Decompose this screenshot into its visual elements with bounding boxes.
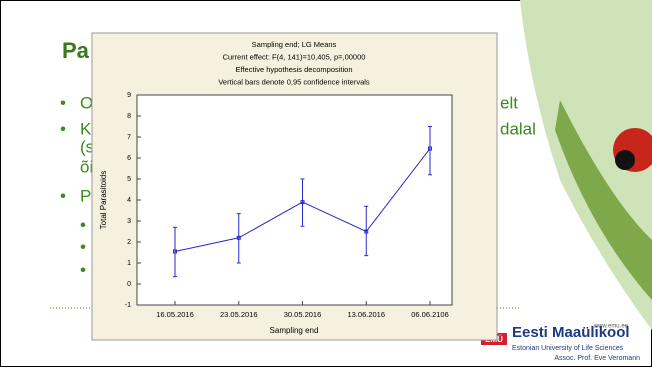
x-tick-label: 16.05.2016 bbox=[156, 310, 194, 319]
y-tick-label: 7 bbox=[127, 134, 131, 141]
chart-title: Current effect: F(4, 141)=10,405, p=,000… bbox=[223, 52, 366, 61]
university: Eesti Maaülikool bbox=[512, 324, 630, 341]
y-tick-label: 6 bbox=[127, 155, 131, 162]
y-tick-label: -1 bbox=[125, 302, 131, 309]
sub-bullet-dot: • bbox=[80, 215, 86, 234]
y-tick-label: 9 bbox=[127, 92, 131, 99]
x-tick-label: 23.05.2016 bbox=[220, 310, 258, 319]
bullet-dot: • bbox=[60, 93, 66, 112]
bullet-fragment: elt bbox=[500, 93, 518, 112]
bullet-dot: • bbox=[60, 119, 66, 138]
author: Assoc. Prof. Eve Veromann bbox=[554, 355, 640, 362]
y-tick-label: 4 bbox=[127, 197, 131, 204]
plot-area bbox=[137, 95, 452, 305]
page: {"slide": {"title": "Pa", "bullets": ["O… bbox=[0, 0, 652, 367]
chart-title: Sampling end; LG Means bbox=[252, 40, 337, 49]
y-axis-label: Total Parasitoids bbox=[99, 171, 108, 230]
sub-bullet-dot: • bbox=[80, 260, 86, 279]
y-tick-label: 1 bbox=[127, 260, 131, 267]
y-tick-label: 3 bbox=[127, 218, 131, 225]
x-tick-label: 06.06.2106 bbox=[411, 310, 449, 319]
ladybug-head bbox=[615, 150, 635, 170]
chart-title: Vertical bars denote 0,95 confidence int… bbox=[218, 77, 370, 86]
y-tick-label: 0 bbox=[127, 281, 131, 288]
x-tick-label: 13.06.2016 bbox=[347, 310, 385, 319]
slide-title: Pa bbox=[62, 38, 90, 63]
university-en: Estonian University of Life Sciences bbox=[512, 345, 624, 352]
bullet-dot: • bbox=[60, 186, 66, 205]
x-tick-label: 30.05.2016 bbox=[284, 310, 322, 319]
chart-title: Effective hypothesis decomposition bbox=[235, 65, 352, 74]
sub-bullet-dot: • bbox=[80, 237, 86, 256]
slide: Pa • Ol • Kö (s õit • Pö • • • elt dalal… bbox=[0, 0, 652, 367]
bullet-fragment: dalal bbox=[500, 119, 536, 138]
x-axis-label: Sampling end bbox=[270, 326, 319, 335]
y-tick-label: 8 bbox=[127, 113, 131, 120]
y-tick-label: 5 bbox=[127, 176, 131, 183]
y-tick-label: 2 bbox=[127, 239, 131, 246]
